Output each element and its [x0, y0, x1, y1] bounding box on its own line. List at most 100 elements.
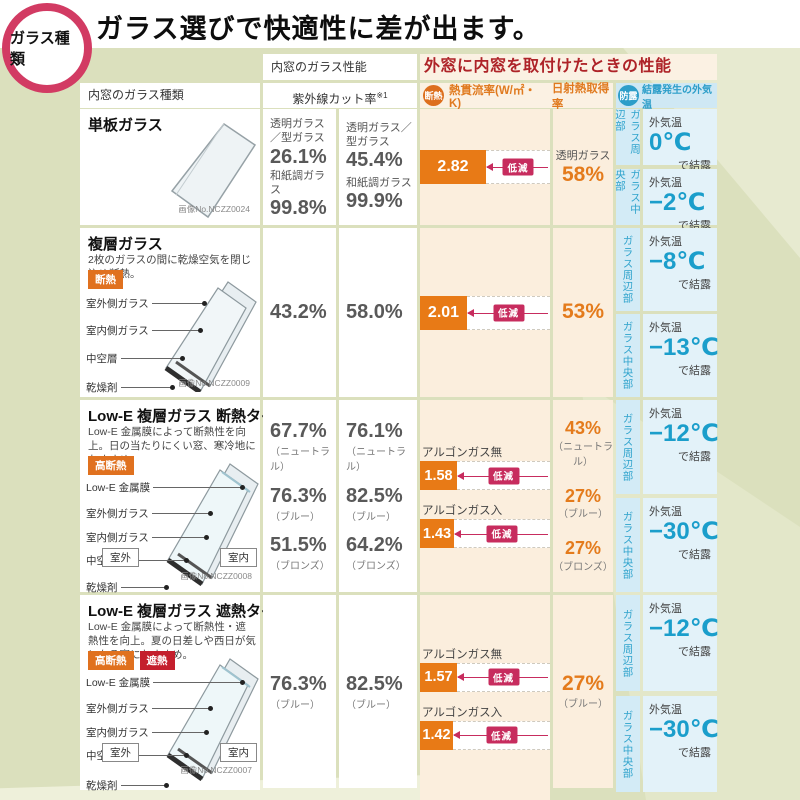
heat-bar-group: アルゴンガス入 1.42 低減 [420, 704, 550, 750]
part-label: 室内側ガラス [86, 323, 204, 338]
header-outer-performance: 外窓に内窓を取付けたときの性能 [420, 54, 717, 80]
solar-entry: 透明ガラス 58% [555, 150, 611, 187]
reduction-arrow: 低減 [457, 461, 550, 490]
part-label: 室外側ガラス [86, 296, 208, 311]
solar-entry: 43% （ニュートラル） [553, 417, 613, 468]
reduce-badge: 低減 [492, 304, 525, 321]
heat-value-bar: 1.43 [420, 519, 454, 548]
uv-entry: 43.2% [270, 301, 327, 323]
dew-temp-cell: 外気温 −30℃ で結露 [643, 696, 719, 792]
glass-area-label: ガラス中央部 [616, 314, 640, 397]
arrowhead-icon [486, 163, 493, 171]
lowe-pane-illustration [166, 658, 259, 781]
reduction-arrow: 低減 [453, 720, 550, 750]
heat-value-bar: 1.57 [420, 662, 457, 692]
dew-temp-cell: 外気温 −8℃ で結露 [643, 228, 717, 311]
dew-column-row3: ガラス周辺部 外気温 −12℃ で結露 ガラス中央部 外気温 −30℃ で結露 [616, 400, 719, 592]
high-insulation-tag: 高断熱 [88, 456, 134, 475]
glass-area-label: ガラス周辺部 [616, 595, 640, 691]
solar-entry: 27% （ブロンズ） [553, 538, 613, 574]
heat-bar-group: アルゴンガス入 1.43 低減 [420, 502, 550, 548]
uv-cell-a-row1: 透明ガラス／型ガラス 26.1% 和紙調ガラス 99.8% [263, 109, 336, 225]
header-condensation: 防露 結露発生の外気温 [616, 83, 717, 111]
solar-gain-label: 日射熱取得率 [551, 82, 610, 111]
solar-cell-row1: 透明ガラス 58% [553, 109, 613, 225]
part-label: 室外側ガラス [86, 701, 214, 716]
header-uv-cut-rate: 紫外線カット率※1 [263, 83, 417, 108]
heat-cell-row1: 2.82 低減 [420, 109, 550, 225]
uv-cell-b-row3: 76.1% （ニュートラル） 82.5% （ブルー） 64.2% （ブロンズ） [339, 400, 417, 592]
part-label: 室内側ガラス [86, 725, 210, 740]
image-number: 画像No.NCZZ0007 [180, 765, 252, 775]
reduction-arrow: 低減 [454, 519, 550, 548]
uv-entry: 76.3% （ブルー） [270, 672, 327, 711]
solar-cell-row4: 27% （ブルー） [553, 595, 613, 788]
glass-name: Low-E 複層ガラス 断熱タイプ [88, 408, 292, 425]
header-glass-type: 内窓のガラス種類 [80, 83, 260, 108]
glass-area-label: ガラス中央部 [616, 498, 640, 592]
glass-area-label: ガラス周辺部 [616, 228, 640, 311]
uv-entry: 和紙調ガラス 99.9% [346, 177, 412, 213]
arrowhead-icon [457, 673, 464, 681]
heat-shield-tag: 遮熱 [139, 651, 175, 670]
reduction-arrow: 低減 [486, 150, 550, 184]
part-label: 室内側ガラス [86, 530, 210, 545]
dew-temp-cell: 外気温 −13℃ で結露 [643, 314, 719, 397]
solar-entry: 27% （ブルー） [558, 485, 608, 521]
uv-entry: 64.2% （ブロンズ） [346, 534, 406, 573]
glass-name: Low-E 複層ガラス 遮熱タイプ [88, 603, 292, 620]
heat-value-bar: 1.58 [420, 461, 457, 490]
part-label: 乾燥剤 [86, 580, 169, 595]
image-number: 画像No.NCZZ0009 [178, 378, 250, 388]
header-inner-performance: 内窓のガラス性能 [263, 54, 417, 80]
uv-entry: 和紙調ガラス 99.8% [270, 169, 327, 220]
uv-cell-b-row4: 82.5% （ブルー） [339, 595, 417, 788]
part-label: Low-E 金属膜 [86, 675, 245, 690]
double-pane-illustration [164, 281, 257, 392]
dew-proof-badge: 防露 [618, 85, 639, 106]
high-insulation-tag: 高断熱 [88, 651, 134, 670]
uv-entry: 透明ガラス／型ガラス 26.1% [270, 118, 327, 168]
reduce-badge: 低減 [487, 668, 520, 686]
uv-entry: 82.5% （ブルー） [346, 672, 403, 711]
uv-entry: 58.0% [346, 301, 403, 323]
arrowhead-icon [454, 529, 461, 538]
single-pane-illustration [170, 122, 257, 219]
title-band [0, 0, 800, 48]
part-label: 乾燥剤 [86, 778, 169, 793]
reduce-badge: 低減 [487, 467, 520, 484]
uv-entry: 82.5% （ブルー） [346, 484, 403, 523]
image-number: 画像No.NCZZ0024 [178, 204, 250, 214]
uv-entry: 67.7% （ニュートラル） [270, 419, 330, 473]
heat-bar-group: 2.82 低減 [420, 150, 550, 184]
heat-bar-group: アルゴンガス無 1.58 低減 [420, 444, 550, 490]
uv-cell-b-row2: 58.0% [339, 228, 417, 397]
solar-cell-row3: 43% （ニュートラル） 27% （ブルー） 27% （ブロンズ） [553, 400, 613, 592]
heat-cell-row3: アルゴンガス無 1.58 低減 アルゴンガス入 1.43 低減 [420, 400, 550, 592]
part-label: 室外側ガラス [86, 506, 214, 521]
uv-entry: 透明ガラス／型ガラス 45.4% [346, 121, 412, 172]
uv-entry: 51.5% （ブロンズ） [270, 534, 330, 573]
part-label: 中空層 [86, 351, 185, 366]
arrowhead-icon [457, 471, 464, 480]
heat-value-bar: 2.82 [420, 150, 486, 184]
indoor-label: 室内 [220, 743, 257, 762]
indoor-label: 室内 [220, 548, 257, 567]
page-title: ガラス選びで快適性に差が出ます。 [96, 14, 541, 44]
glass-area-label: ガラス周辺部 [614, 109, 641, 165]
glass-type-cell-row3: Low-E 複層ガラス 断熱タイプ Low-E 金属膜によって断熱性を向上。日の… [80, 400, 291, 595]
reduction-arrow: 低減 [467, 295, 550, 330]
uv-cell-b-row1: 透明ガラス／型ガラス 45.4% 和紙調ガラス 99.9% [339, 109, 417, 225]
heat-bar-group: アルゴンガス無 1.57 低減 [420, 646, 550, 692]
insulation-badge: 断熱 [423, 85, 444, 106]
dew-temp-cell: 外気温 0℃ で結露 [643, 109, 717, 172]
glass-area-label: ガラス周辺部 [616, 400, 640, 494]
uv-cell-a-row2: 43.2% [263, 228, 336, 397]
dew-column-row1: ガラス周辺部 外気温 0℃ で結露 ガラス中央部 外気温 −2℃ で結露 [614, 109, 717, 232]
dew-column-row4: ガラス周辺部 外気温 −12℃ で結露 ガラス中央部 外気温 −30℃ で結露 [616, 595, 719, 792]
uv-cell-a-row4: 76.3% （ブルー） [263, 595, 336, 788]
dew-temp-cell: 外気温 −2℃ で結露 [643, 169, 717, 232]
solar-entry: 27% （ブルー） [558, 671, 608, 711]
uv-cell-a-row3: 67.7% （ニュートラル） 76.3% （ブルー） 51.5% （ブロンズ） [263, 400, 336, 592]
